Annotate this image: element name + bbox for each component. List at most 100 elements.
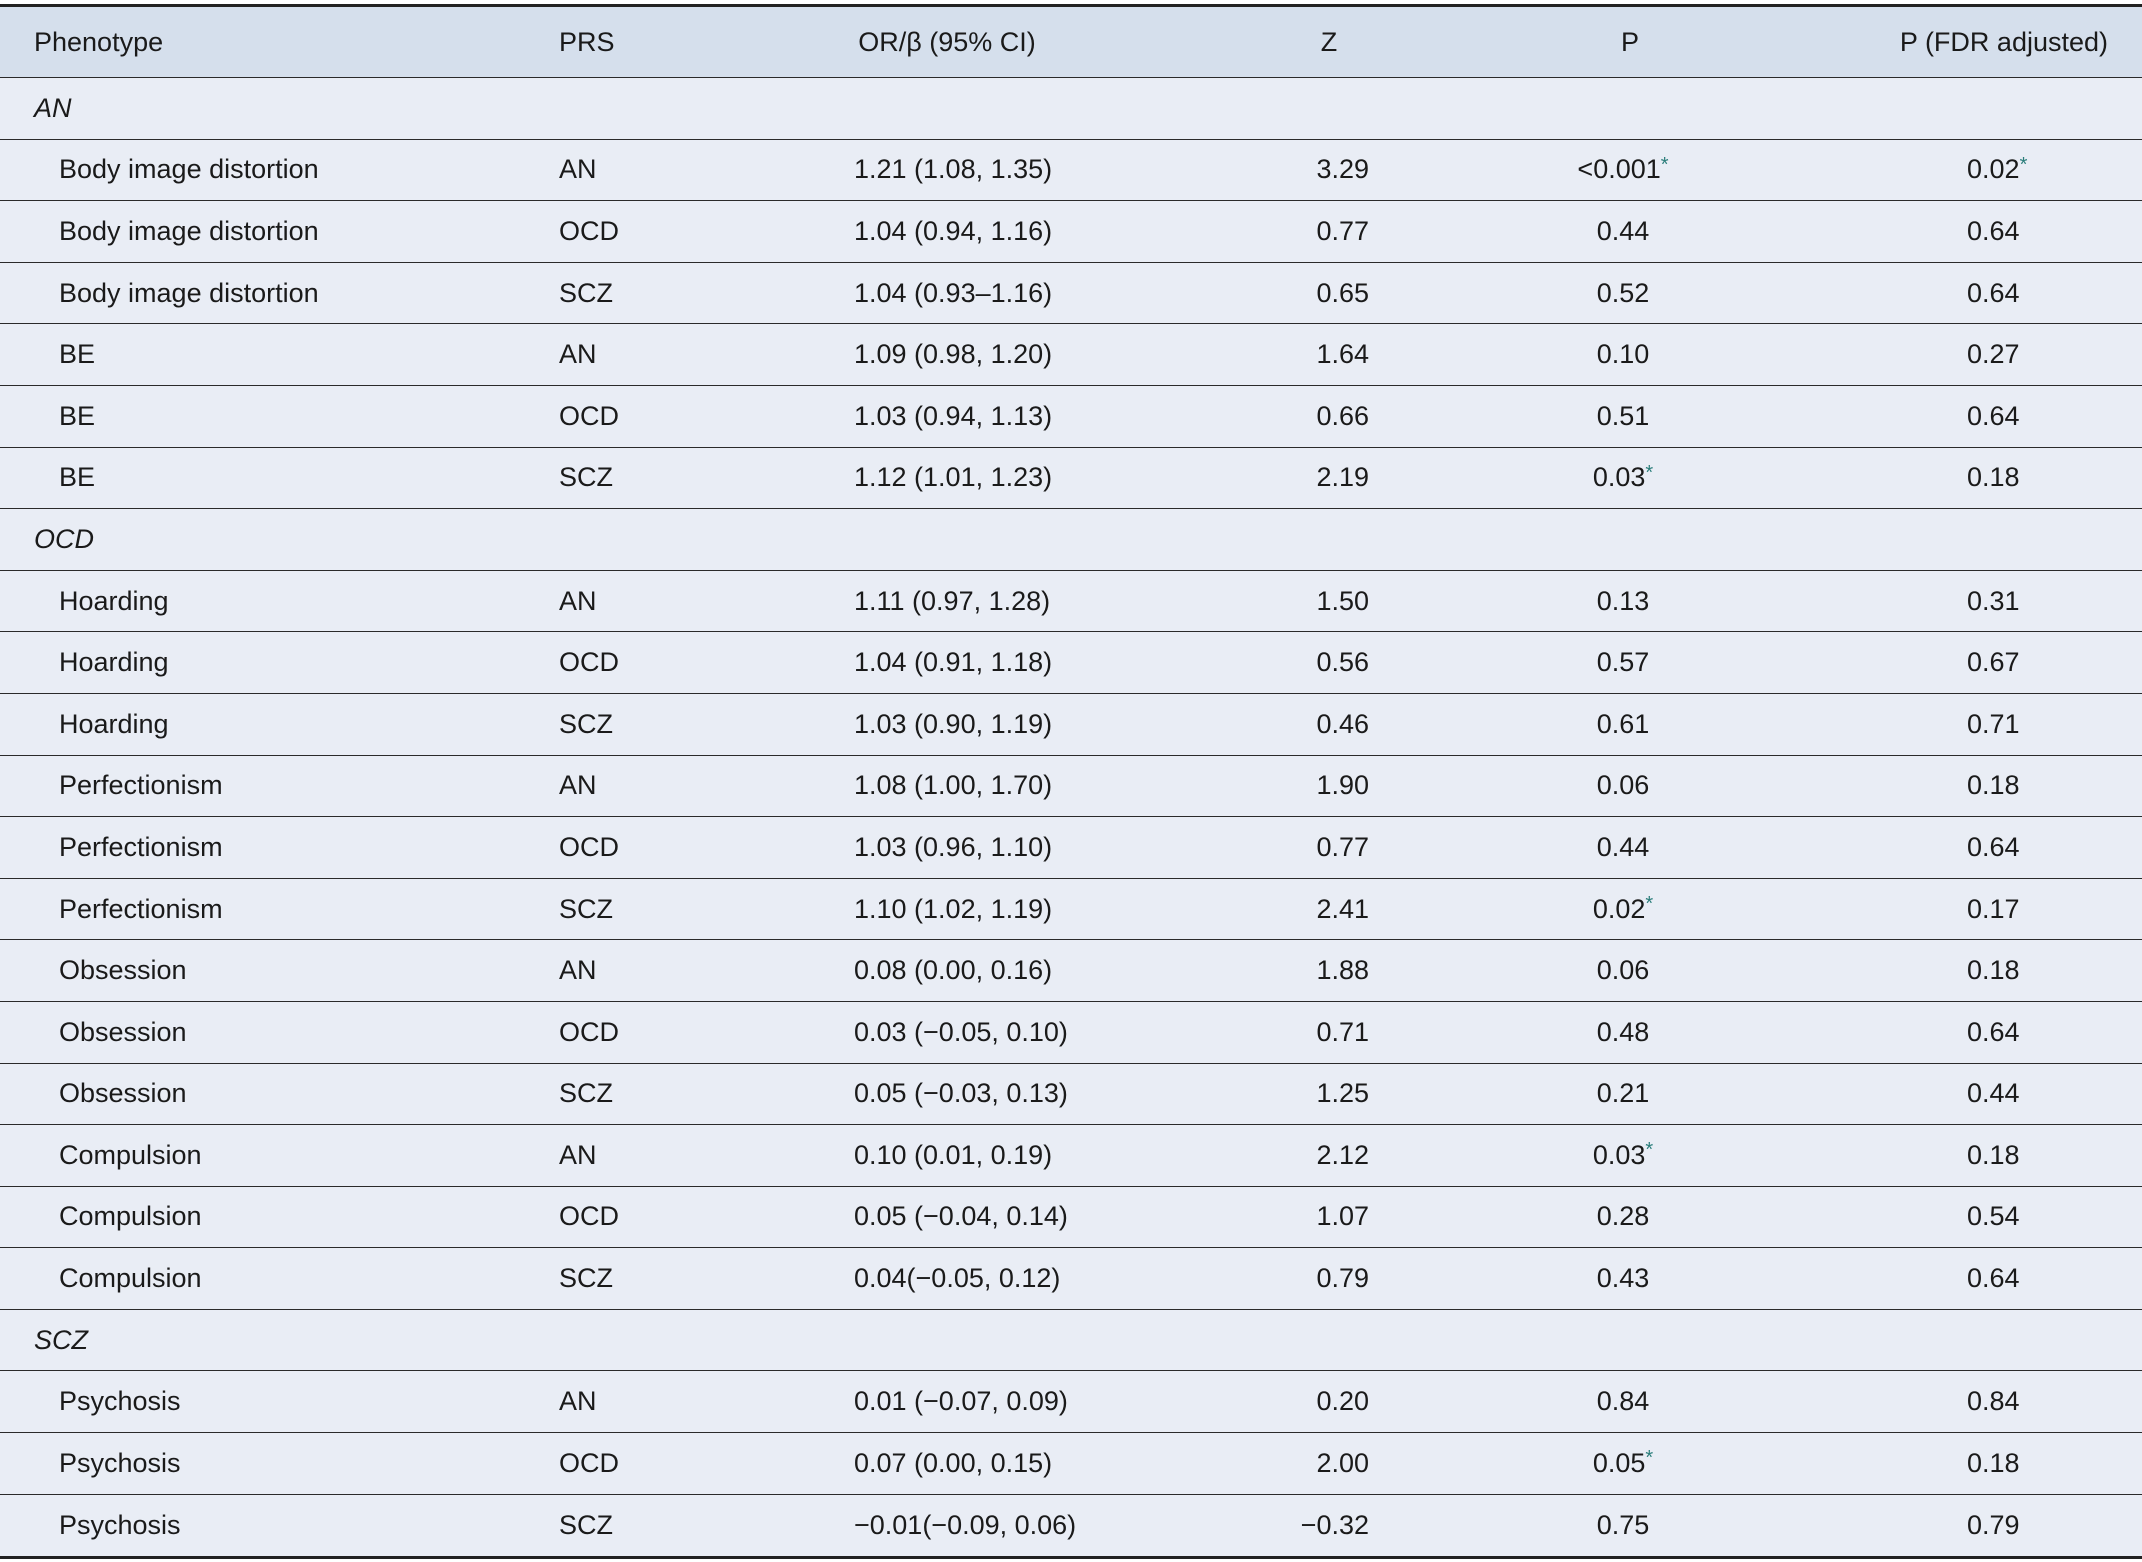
- p-cell: 0.28: [1523, 1187, 1723, 1248]
- prs-cell: SCZ: [559, 277, 613, 308]
- z-cell: 1.64: [1316, 339, 1369, 370]
- p-value: 0.28: [1596, 1201, 1650, 1232]
- fdr-value: 0.54: [1967, 1201, 2020, 1232]
- fdr-cell: 0.84: [1967, 1371, 2020, 1432]
- fdr-value: 0.84: [1967, 1386, 2020, 1417]
- z-cell: 0.77: [1316, 215, 1369, 246]
- table-row: Obsession AN 0.08 (0.00, 0.16) 1.88 0.06 0.18: [0, 940, 2142, 1002]
- or-ci-cell: 0.05 (−0.04, 0.14): [854, 1201, 1068, 1232]
- table-row: Compulsion OCD 0.05 (−0.04, 0.14) 1.07 0.28 0…: [0, 1186, 2142, 1249]
- fdr-cell: 0.18: [1967, 1433, 2020, 1494]
- z-cell: 2.41: [1316, 893, 1369, 924]
- phenotype-cell: BE: [59, 462, 96, 493]
- group-row: AN: [0, 78, 2142, 140]
- z-cell: 1.07: [1316, 1201, 1369, 1232]
- fdr-value: 0.17: [1967, 893, 2020, 924]
- fdr-cell: 0.64: [1967, 201, 2020, 262]
- p-value: 0.52: [1596, 277, 1650, 308]
- header-fdr: P (FDR adjusted): [1899, 26, 2108, 57]
- or-ci-cell: 0.07 (0.00, 0.15): [854, 1447, 1053, 1478]
- p-value: 0.10: [1596, 339, 1650, 370]
- p-cell: 0.21: [1523, 1064, 1723, 1125]
- p-cell: 0.51: [1523, 386, 1723, 447]
- table-row: Perfectionism OCD 1.03 (0.96, 1.10) 0.77 0.4…: [0, 817, 2142, 879]
- header-prs: PRS: [559, 26, 615, 57]
- fdr-value: 0.67: [1967, 647, 2020, 678]
- p-cell: 0.06: [1523, 756, 1723, 817]
- p-cell: 0.44: [1523, 817, 1723, 878]
- fdr-cell: 0.64: [1967, 1248, 2020, 1309]
- phenotype-cell: Body image distortion: [59, 215, 319, 246]
- fdr-value: 0.64: [1967, 831, 2020, 862]
- significance-marker: *: [1645, 461, 1654, 484]
- significance-marker: *: [1660, 153, 1669, 176]
- p-value: 0.03: [1592, 462, 1646, 493]
- prs-cell: SCZ: [559, 1263, 613, 1294]
- phenotype-cell: Compulsion: [59, 1139, 202, 1170]
- phenotype-cell: Perfectionism: [59, 893, 223, 924]
- fdr-value: 0.64: [1967, 277, 2020, 308]
- prs-cell: OCD: [559, 1016, 619, 1047]
- z-cell: 1.25: [1316, 1078, 1369, 1109]
- prs-cell: AN: [559, 955, 597, 986]
- p-value: <0.001: [1577, 154, 1661, 185]
- p-cell: 0.57: [1523, 632, 1723, 693]
- table-row: Body image distortion SCZ 1.04 (0.93–1.16)…: [0, 262, 2142, 325]
- or-ci-cell: 0.03 (−0.05, 0.10): [854, 1016, 1068, 1047]
- table-row: Hoarding AN 1.11 (0.97, 1.28) 1.50 0.13 0.31: [0, 570, 2142, 633]
- header-or: OR/β (95% CI): [858, 26, 1036, 57]
- table-row: Body image distortion AN 1.21 (1.08, 1.35)…: [0, 139, 2142, 202]
- table-row: BE SCZ 1.12 (1.01, 1.23) 2.19 0.03 * 0.18: [0, 447, 2142, 510]
- fdr-value: 0.64: [1967, 215, 2020, 246]
- significance-marker: *: [1645, 892, 1654, 915]
- p-cell: 0.75: [1523, 1495, 1723, 1557]
- or-ci-cell: 1.04 (0.91, 1.18): [854, 647, 1053, 678]
- or-ci-cell: 1.03 (0.96, 1.10): [854, 831, 1053, 862]
- or-ci-cell: 1.10 (1.02, 1.19): [854, 893, 1053, 924]
- phenotype-cell: Compulsion: [59, 1263, 202, 1294]
- p-cell: 0.03 *: [1523, 448, 1723, 509]
- fdr-value: 0.18: [1967, 1447, 2020, 1478]
- group-label: AN: [34, 92, 72, 123]
- phenotype-cell: Perfectionism: [59, 831, 223, 862]
- p-value: 0.84: [1596, 1386, 1650, 1417]
- fdr-cell: 0.64: [1967, 386, 2020, 447]
- group-row: OCD: [0, 509, 2142, 571]
- prs-cell: OCD: [559, 1447, 619, 1478]
- table-row: Obsession SCZ 0.05 (−0.03, 0.13) 1.25 0.21 0.…: [0, 1063, 2142, 1126]
- phenotype-cell: Perfectionism: [59, 770, 223, 801]
- or-ci-cell: 0.10 (0.01, 0.19): [854, 1139, 1053, 1170]
- z-cell: 1.50: [1316, 585, 1369, 616]
- header-z: Z: [1320, 26, 1338, 57]
- prs-cell: OCD: [559, 1201, 619, 1232]
- p-cell: 0.03 *: [1523, 1125, 1723, 1186]
- p-value: 0.48: [1596, 1016, 1650, 1047]
- fdr-value: 0.44: [1967, 1078, 2020, 1109]
- or-ci-cell: 0.04(−0.05, 0.12): [854, 1263, 1061, 1294]
- or-ci-cell: 0.05 (−0.03, 0.13): [854, 1078, 1068, 1109]
- p-value: 0.06: [1596, 770, 1650, 801]
- p-value: 0.43: [1596, 1263, 1650, 1294]
- table-row: Perfectionism AN 1.08 (1.00, 1.70) 1.90 0.06…: [0, 755, 2142, 818]
- fdr-cell: 0.18: [1967, 1125, 2020, 1186]
- z-cell: 0.65: [1316, 277, 1369, 308]
- p-value: 0.44: [1596, 215, 1650, 246]
- prs-cell: AN: [559, 1386, 597, 1417]
- phenotype-cell: Obsession: [59, 1078, 187, 1109]
- phenotype-cell: BE: [59, 400, 96, 431]
- header-phenotype: Phenotype: [34, 26, 164, 57]
- table-row: Perfectionism SCZ 1.10 (1.02, 1.19) 2.41 0.0…: [0, 878, 2142, 941]
- z-cell: 0.56: [1316, 647, 1369, 678]
- table-row: BE OCD 1.03 (0.94, 1.13) 0.66 0.51 0.64: [0, 385, 2142, 448]
- fdr-cell: 0.18: [1967, 448, 2020, 509]
- p-value: 0.06: [1596, 955, 1650, 986]
- or-ci-cell: 1.03 (0.94, 1.13): [854, 400, 1053, 431]
- prs-cell: AN: [559, 154, 597, 185]
- fdr-value: 0.18: [1967, 770, 2020, 801]
- prs-cell: AN: [559, 339, 597, 370]
- prs-cell: SCZ: [559, 462, 613, 493]
- prs-cell: OCD: [559, 400, 619, 431]
- fdr-value: 0.18: [1967, 955, 2020, 986]
- fdr-cell: 0.18: [1967, 756, 2020, 817]
- z-cell: 1.90: [1316, 770, 1369, 801]
